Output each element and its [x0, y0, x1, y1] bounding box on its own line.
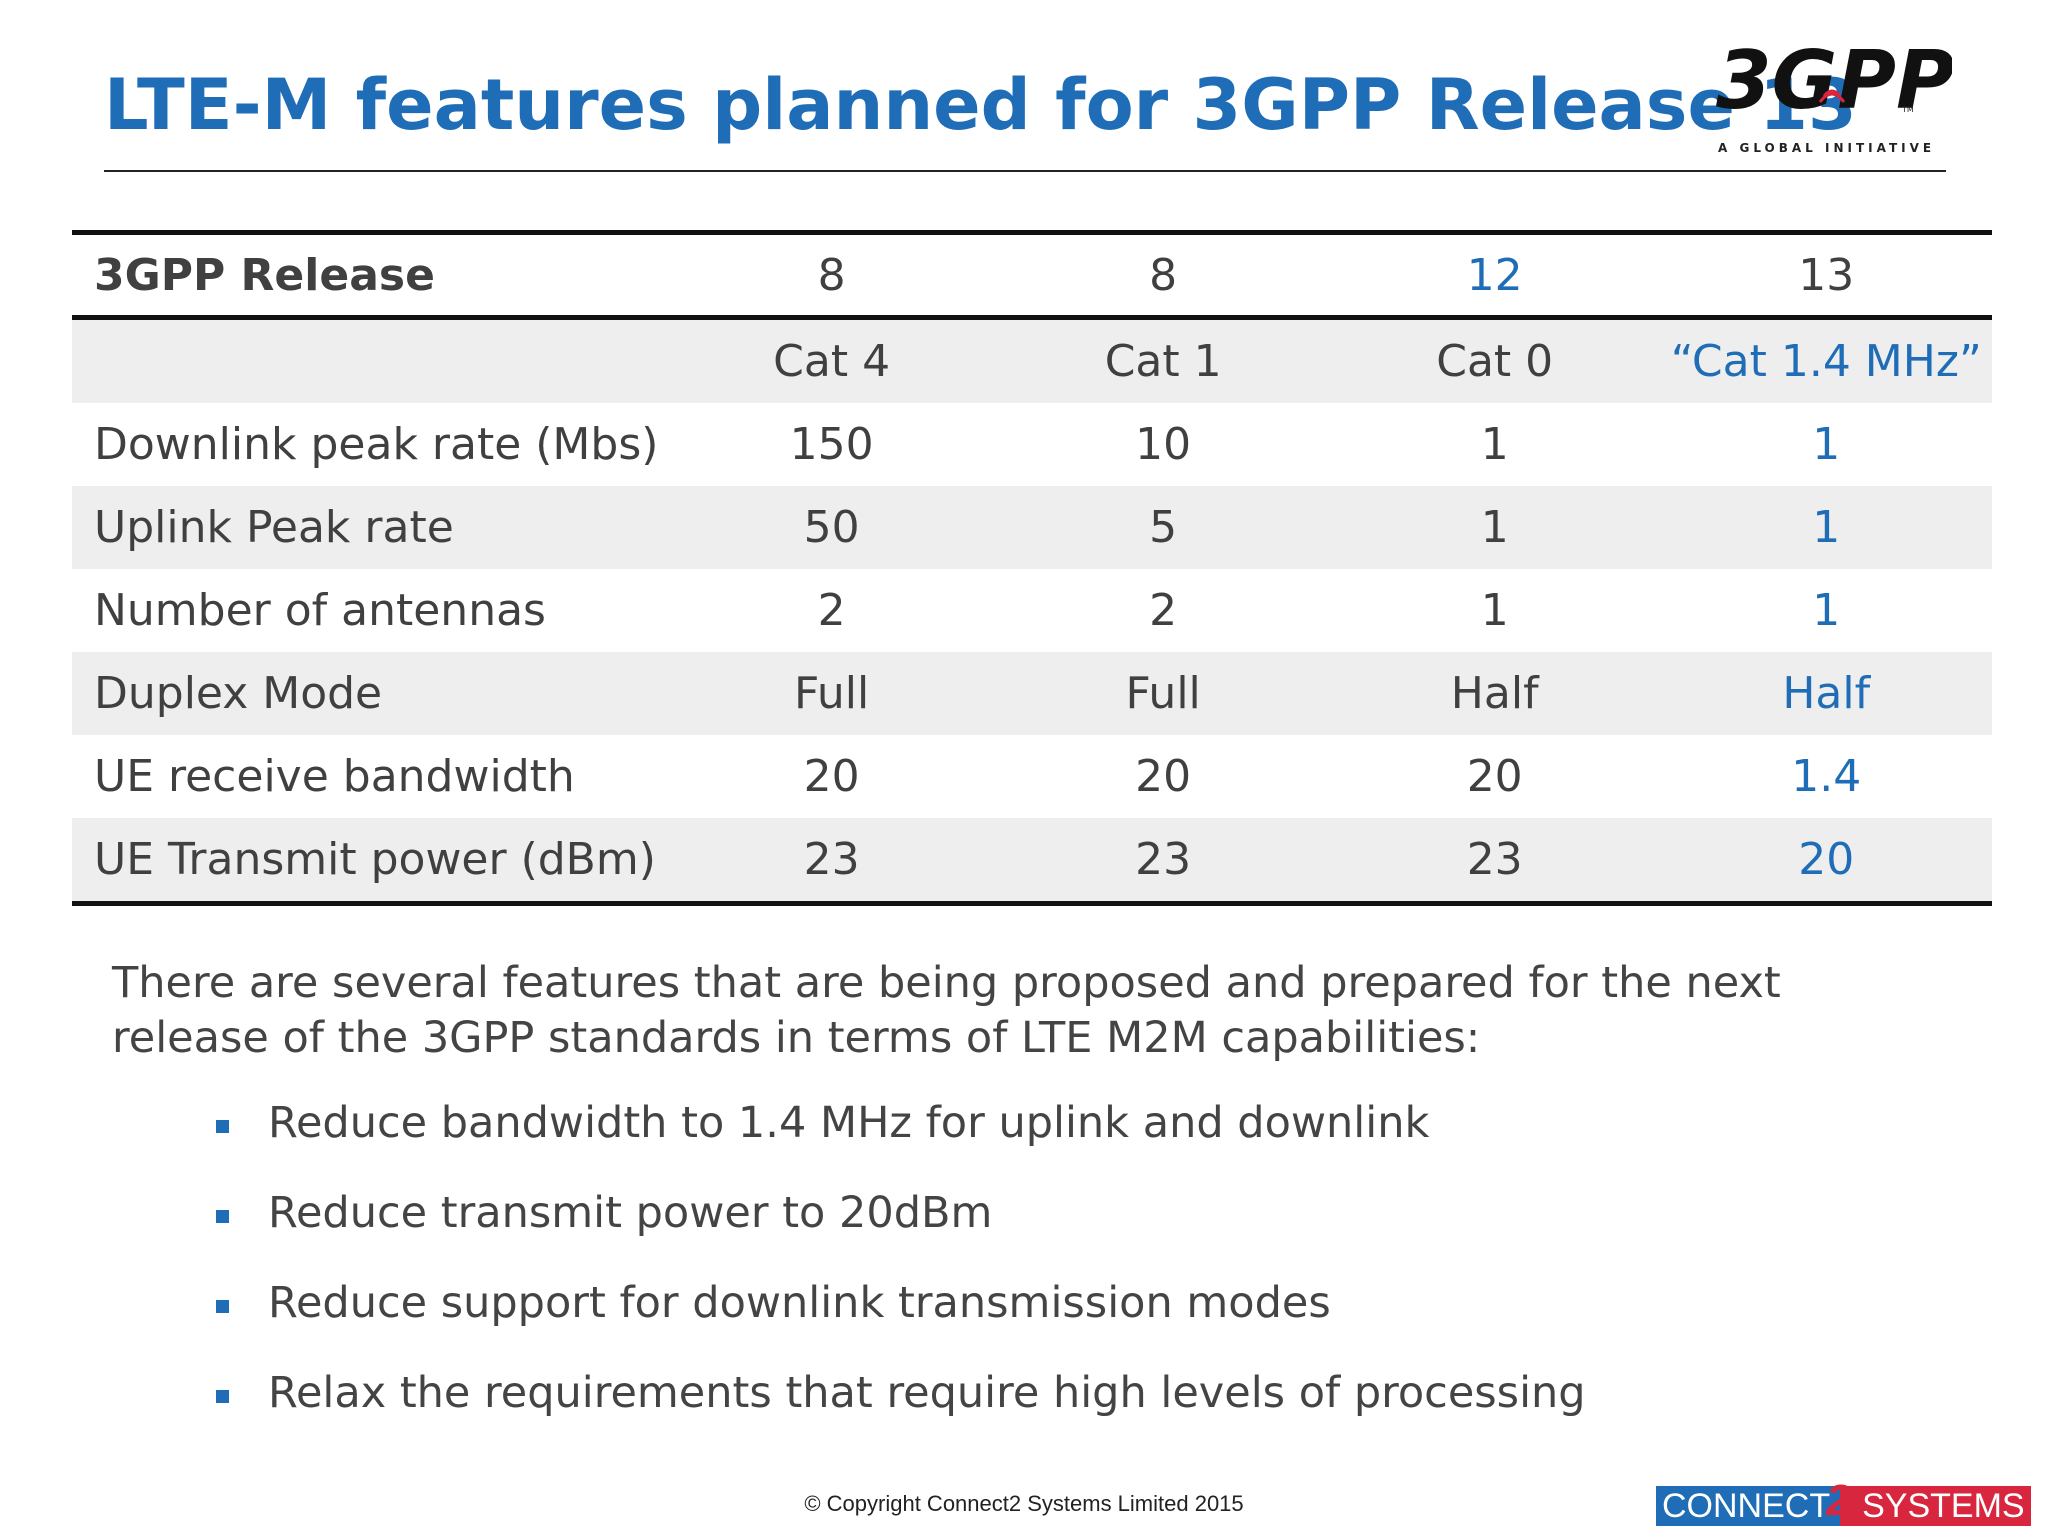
table-row: Duplex Mode Full Full Half Half	[72, 652, 1992, 735]
table-row: Number of antennas 2 2 1 1	[72, 569, 1992, 652]
logo-systems-text: SYSTEMS	[1840, 1486, 2031, 1526]
header-cell: 8	[1149, 249, 1178, 301]
row-label: Uplink Peak rate	[94, 502, 454, 553]
table-cell: Cat 4	[773, 336, 891, 387]
table-cell: 2	[817, 585, 846, 636]
bullet-square-icon	[216, 1300, 229, 1313]
table-cell: 1	[1812, 585, 1841, 636]
table-cell: 1	[1480, 502, 1509, 553]
table-cell: 2	[1149, 585, 1178, 636]
table-cell: 1	[1812, 419, 1841, 470]
table-cell: Half	[1450, 668, 1539, 719]
feature-list: Reduce bandwidth to 1.4 MHz for uplink a…	[216, 1098, 1586, 1458]
row-label: UE receive bandwidth	[94, 751, 575, 802]
header-cell: 8	[817, 249, 846, 301]
3gpp-logo: 3GPP TM A GLOBAL INITIATIVE	[1712, 16, 1955, 166]
list-item-text: Reduce support for downlink transmission…	[268, 1278, 1331, 1328]
table-cell: 20	[803, 751, 860, 802]
table-row: UE Transmit power (dBm) 23 23 23 20	[72, 818, 1992, 901]
table-cell: Half	[1782, 668, 1871, 719]
table-cell: 23	[1466, 834, 1523, 885]
table-cell: 1	[1812, 502, 1841, 553]
list-item: Reduce bandwidth to 1.4 MHz for uplink a…	[216, 1098, 1586, 1188]
table-cell: 20	[1135, 751, 1192, 802]
table-cell: 1	[1480, 585, 1509, 636]
logo-wordmark: 3GPP	[1716, 34, 1952, 127]
row-label: UE Transmit power (dBm)	[94, 834, 656, 885]
intro-paragraph: There are several features that are bein…	[112, 958, 1781, 1063]
title-divider	[104, 170, 1946, 172]
logo-tagline: A GLOBAL INITIATIVE	[1718, 141, 1935, 155]
row-label: Downlink peak rate (Mbs)	[94, 419, 659, 470]
comparison-table: 3GPP Release 8 8 12 13 Cat 4 Cat 1 Cat 0…	[72, 230, 1992, 906]
list-item-text: Reduce bandwidth to 1.4 MHz for uplink a…	[268, 1098, 1430, 1148]
table-cell: 20	[1466, 751, 1523, 802]
table-cell: Full	[1125, 668, 1201, 719]
table-cell: 150	[789, 419, 874, 470]
page-title: LTE-M features planned for 3GPP Release …	[104, 64, 1857, 146]
table-cell: 10	[1135, 419, 1192, 470]
list-item: Relax the requirements that require high…	[216, 1368, 1586, 1458]
logo-tm: TM	[1901, 105, 1914, 114]
header-cell: 13	[1798, 249, 1855, 301]
table-row: UE receive bandwidth 20 20 20 1.4	[72, 735, 1992, 818]
table-cell: “Cat 1.4 MHz”	[1670, 336, 1982, 387]
bullet-square-icon	[216, 1210, 229, 1223]
header-cell: 12	[1466, 249, 1523, 301]
table-cell: 23	[803, 834, 860, 885]
table-cell: 1	[1480, 419, 1509, 470]
table-cell: 5	[1149, 502, 1178, 553]
bullet-square-icon	[216, 1120, 229, 1133]
table-cell: 23	[1135, 834, 1192, 885]
table-cell: 1.4	[1791, 751, 1862, 802]
header-label: 3GPP Release	[94, 249, 435, 301]
table-header-row: 3GPP Release 8 8 12 13	[72, 235, 1992, 320]
table-cell: Full	[794, 668, 870, 719]
logo-connect-text: CONNECT	[1656, 1486, 1841, 1526]
connect2-systems-logo: CONNECT 2 SYSTEMS	[1656, 1476, 2031, 1526]
logo-two-mark: 2	[1826, 1476, 1851, 1525]
table-row: Uplink Peak rate 50 5 1 1	[72, 486, 1992, 569]
table-row: Downlink peak rate (Mbs) 150 10 1 1	[72, 403, 1992, 486]
table-cell: 20	[1798, 834, 1855, 885]
row-label: Number of antennas	[94, 585, 546, 636]
bullet-square-icon	[216, 1390, 229, 1403]
list-item-text: Relax the requirements that require high…	[268, 1368, 1586, 1418]
list-item: Reduce transmit power to 20dBm	[216, 1188, 1586, 1278]
copyright-notice: © Copyright Connect2 Systems Limited 201…	[804, 1491, 1244, 1516]
list-item: Reduce support for downlink transmission…	[216, 1278, 1586, 1368]
list-item-text: Reduce transmit power to 20dBm	[268, 1188, 993, 1238]
table-cell: Cat 1	[1104, 336, 1222, 387]
table-cell: 50	[803, 502, 860, 553]
table-cell: Cat 0	[1436, 336, 1554, 387]
table-row: Cat 4 Cat 1 Cat 0 “Cat 1.4 MHz”	[72, 320, 1992, 403]
row-label: Duplex Mode	[94, 668, 383, 719]
